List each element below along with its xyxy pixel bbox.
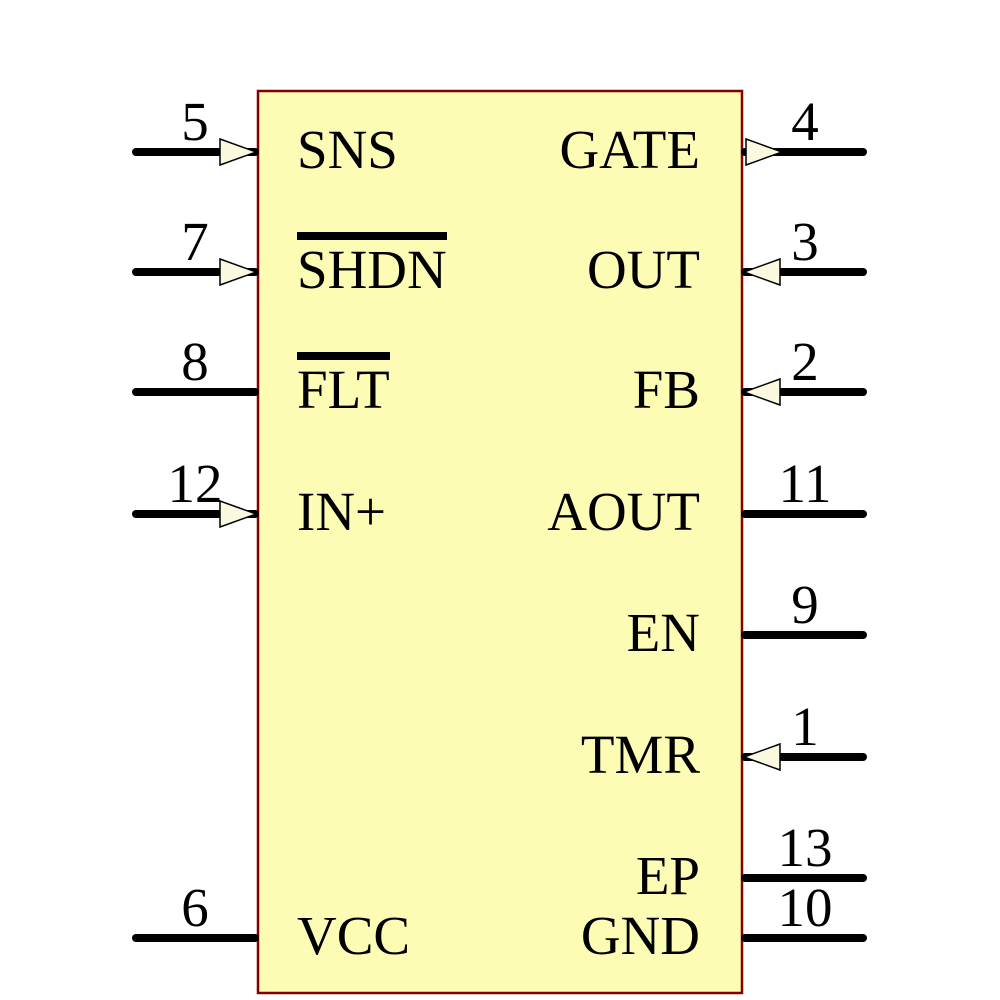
pin-name-out: OUT bbox=[586, 239, 700, 300]
pin-number-6: 6 bbox=[181, 877, 209, 938]
pin-number-1: 1 bbox=[791, 696, 819, 757]
pin-number-13: 13 bbox=[777, 817, 833, 878]
pin-name-en: EN bbox=[626, 602, 700, 663]
pin-name-tmr: TMR bbox=[580, 724, 700, 785]
pin-number-7: 7 bbox=[181, 211, 209, 272]
pin-name-vcc: VCC bbox=[297, 905, 411, 966]
pin-7-arrow-in-icon bbox=[219, 257, 259, 287]
pin-number-5: 5 bbox=[181, 91, 209, 152]
pin-name-gnd: GND bbox=[580, 905, 700, 966]
active-low-overline: SHDN bbox=[297, 232, 447, 297]
pin-number-3: 3 bbox=[791, 211, 819, 272]
component-body bbox=[256, 89, 744, 995]
pin-number-11: 11 bbox=[778, 453, 832, 514]
pin-number-4: 4 bbox=[791, 91, 819, 152]
pin-name-ep: EP bbox=[635, 845, 700, 906]
pin-name-inplus: IN+ bbox=[297, 481, 387, 542]
pin-number-12: 12 bbox=[167, 453, 223, 514]
pin-12-arrow-in-icon bbox=[219, 499, 259, 529]
pin-name-fb: FB bbox=[632, 359, 700, 420]
pin-number-2: 2 bbox=[791, 331, 819, 392]
pin-2-arrow-in-icon bbox=[741, 377, 781, 407]
pin-name-gate: GATE bbox=[559, 119, 700, 180]
pin-name-flt: FLT bbox=[297, 352, 390, 417]
pin-name-shdn: SHDN bbox=[297, 232, 447, 297]
pin-name-aout: AOUT bbox=[547, 481, 700, 542]
pin-number-10: 10 bbox=[777, 877, 833, 938]
pin-1-arrow-in-icon bbox=[741, 742, 781, 772]
pin-number-9: 9 bbox=[791, 574, 819, 635]
pin-3-arrow-in-icon bbox=[741, 257, 781, 287]
pin-4-arrow-out-icon bbox=[745, 137, 785, 167]
pin-name-sns: SNS bbox=[297, 119, 398, 180]
active-low-overline: FLT bbox=[297, 352, 390, 417]
pin-5-arrow-in-icon bbox=[219, 137, 259, 167]
pin-number-8: 8 bbox=[181, 331, 209, 392]
